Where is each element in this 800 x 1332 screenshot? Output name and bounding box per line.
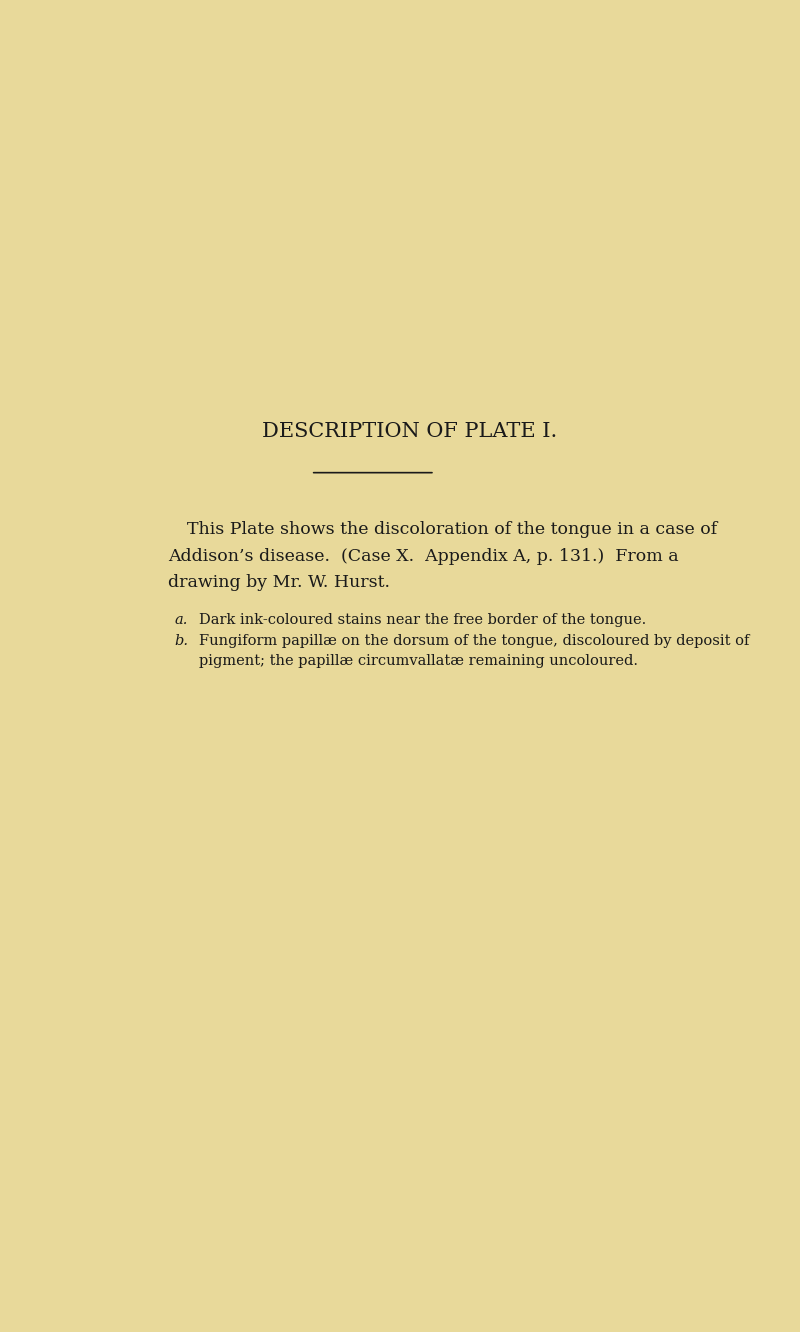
Text: Dark ink-coloured stains near the free border of the tongue.: Dark ink-coloured stains near the free b… xyxy=(199,613,646,627)
Text: b.: b. xyxy=(174,634,189,647)
Text: This Plate shows the discoloration of the tongue in a case of: This Plate shows the discoloration of th… xyxy=(187,521,717,538)
Text: Fungiform papillæ on the dorsum of the tongue, discoloured by deposit of: Fungiform papillæ on the dorsum of the t… xyxy=(199,634,750,647)
Text: pigment; the papillæ circumvallatæ remaining uncoloured.: pigment; the papillæ circumvallatæ remai… xyxy=(199,654,638,669)
Text: a.: a. xyxy=(174,613,188,627)
Text: drawing by Mr. W. Hurst.: drawing by Mr. W. Hurst. xyxy=(168,574,390,591)
Text: Addison’s disease.  (Case X.  Appendix A, p. 131.)  From a: Addison’s disease. (Case X. Appendix A, … xyxy=(168,547,679,565)
Text: DESCRIPTION OF PLATE I.: DESCRIPTION OF PLATE I. xyxy=(262,422,558,441)
